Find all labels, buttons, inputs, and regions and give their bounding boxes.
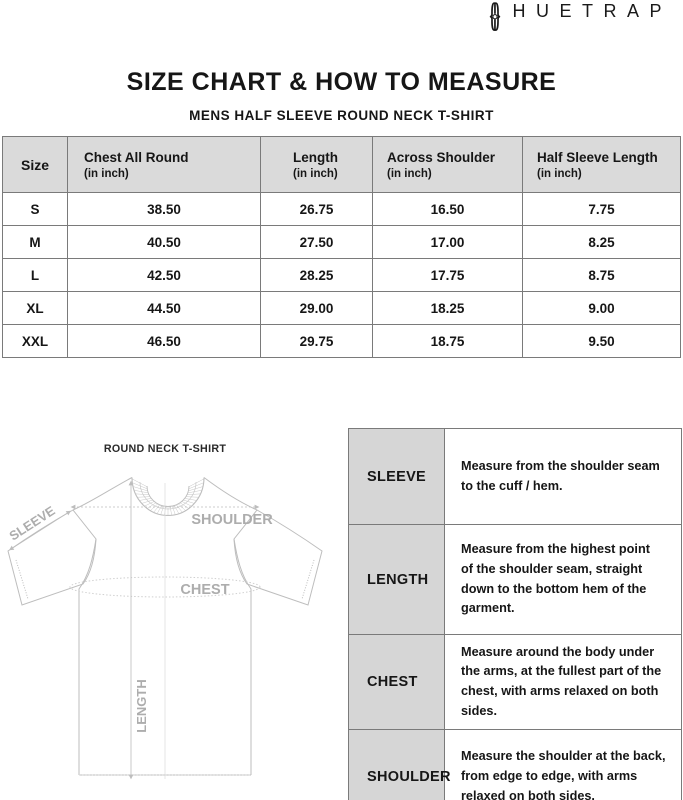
svg-text:SHOULDER: SHOULDER: [191, 512, 273, 528]
svg-text:CHEST: CHEST: [180, 582, 229, 598]
svg-text:LENGTH: LENGTH: [134, 679, 149, 732]
